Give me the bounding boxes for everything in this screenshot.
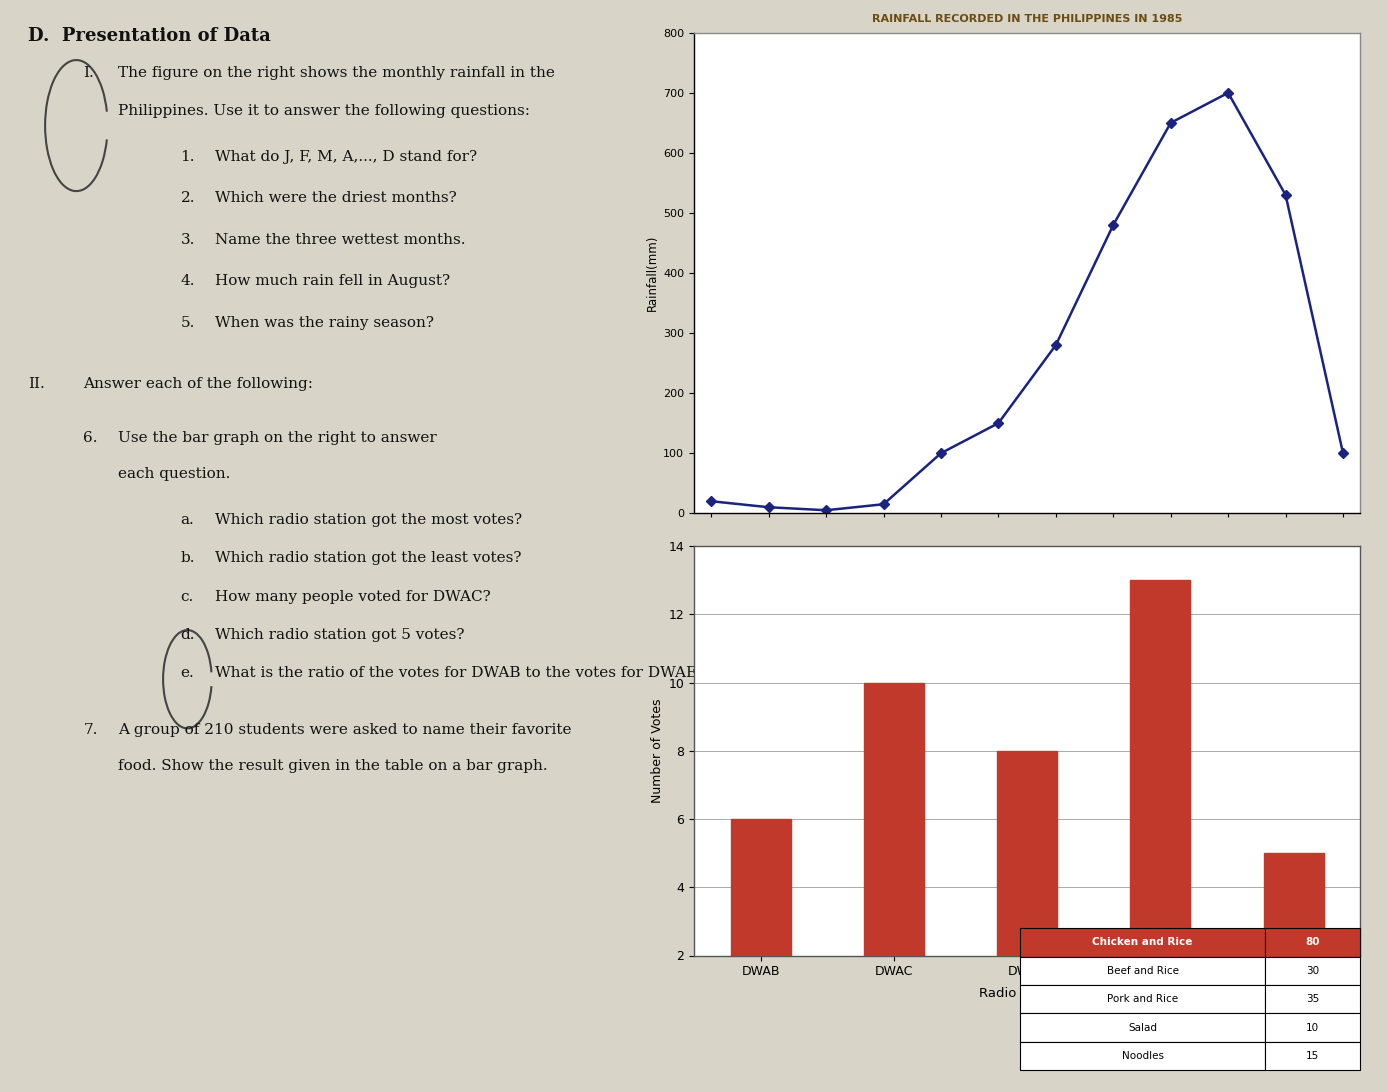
Text: p: p [880,592,887,602]
Bar [1020,957,1264,985]
Text: g: g [1110,629,1116,639]
Text: A: A [1110,554,1117,565]
Text: a: a [823,592,829,602]
Text: Chicken and Rice: Chicken and Rice [1092,937,1192,948]
Text: Use the bar graph on the right to answer: Use the bar graph on the right to answer [118,431,437,446]
Text: J: J [709,554,712,565]
Bar [1020,985,1264,1013]
Text: y: y [938,629,944,639]
Text: e.: e. [180,666,194,680]
Bar [1020,928,1264,957]
Text: a.: a. [180,513,194,527]
Bar [863,682,924,1024]
Text: r: r [824,629,829,639]
Text: food. Show the result given in the table on a bar graph.: food. Show the result given in the table… [118,759,548,773]
Text: c: c [1226,592,1231,602]
Text: What is the ratio of the votes for DWAB to the votes for DWAE?: What is the ratio of the votes for DWAB … [215,666,705,680]
Text: b.: b. [180,551,194,566]
Text: n: n [995,629,1002,639]
Text: Which were the driest months?: Which were the driest months? [215,191,457,205]
Text: 5.: 5. [180,316,194,330]
Text: 30: 30 [1306,965,1319,976]
Text: e: e [1167,592,1174,602]
Text: F: F [766,554,772,565]
Text: Philippines. Use it to answer the following questions:: Philippines. Use it to answer the follow… [118,104,530,118]
Text: A: A [880,554,887,565]
Text: 3.: 3. [180,233,194,247]
Text: D.  Presentation of Data: D. Presentation of Data [28,27,271,45]
Text: r: r [881,629,886,639]
Bar [1264,1042,1360,1070]
Text: J: J [1055,554,1058,565]
Y-axis label: Rainfall(mm): Rainfall(mm) [645,235,659,311]
Bar [1264,928,1360,957]
Text: 35: 35 [1306,994,1319,1005]
Bar [1264,957,1360,985]
Text: o: o [1283,592,1289,602]
Bar [1264,985,1360,1013]
Text: How many people voted for DWAC?: How many people voted for DWAC? [215,590,491,604]
Bar [730,819,791,1024]
Title: RAINFALL RECORDED IN THE PHILIPPINES IN 1985: RAINFALL RECORDED IN THE PHILIPPINES IN … [872,13,1183,24]
Text: N: N [1281,554,1289,565]
Text: d.: d. [180,628,194,642]
Text: S: S [1167,554,1174,565]
Text: 80: 80 [1305,937,1320,948]
Text: 4.: 4. [180,274,194,288]
Text: u: u [995,592,1002,602]
Text: When was the rainy season?: When was the rainy season? [215,316,434,330]
Text: Salad: Salad [1128,1022,1158,1033]
Text: c: c [1341,629,1346,639]
Text: The figure on the right shows the monthly rainfall in the: The figure on the right shows the monthl… [118,66,555,80]
Text: J: J [997,554,999,565]
Bar [1264,1013,1360,1042]
Bar [1263,853,1324,1024]
Text: Name the three wettest months.: Name the three wettest months. [215,233,465,247]
Text: D: D [1339,554,1346,565]
Text: 10: 10 [1306,1022,1319,1033]
Text: b: b [765,629,772,639]
Y-axis label: Number of Votes: Number of Votes [651,699,665,803]
Text: p: p [1167,629,1174,639]
Bar [1130,580,1191,1024]
Text: II.: II. [28,377,44,391]
Text: 15: 15 [1306,1051,1319,1061]
Bar [997,751,1058,1024]
Text: M: M [937,554,945,565]
Text: 6.: 6. [83,431,97,446]
Text: e: e [1339,592,1346,602]
Text: Which radio station got the least votes?: Which radio station got the least votes? [215,551,522,566]
Text: I.: I. [83,66,94,80]
Text: l: l [1055,629,1058,639]
Text: u: u [1110,592,1116,602]
Text: v: v [1283,629,1288,639]
Text: How much rain fell in August?: How much rain fell in August? [215,274,450,288]
Text: Answer each of the following:: Answer each of the following: [83,377,314,391]
Text: each question.: each question. [118,467,230,482]
Text: n: n [708,629,715,639]
Text: 7.: 7. [83,723,97,737]
Text: Which radio station got 5 votes?: Which radio station got 5 votes? [215,628,465,642]
Text: A group of 210 students were asked to name their favorite: A group of 210 students were asked to na… [118,723,572,737]
Text: t: t [1226,629,1230,639]
Bar [1020,1042,1264,1070]
Text: Noodles: Noodles [1122,1051,1163,1061]
Text: O: O [1224,554,1233,565]
Text: 2.: 2. [180,191,194,205]
Text: M: M [822,554,830,565]
Bar [1020,1013,1264,1042]
Text: e: e [765,592,772,602]
Text: c.: c. [180,590,194,604]
Text: u: u [1052,592,1059,602]
Text: Which radio station got the most votes?: Which radio station got the most votes? [215,513,522,527]
Text: What do J, F, M, A,..., D stand for?: What do J, F, M, A,..., D stand for? [215,150,477,164]
X-axis label: Radio Stations: Radio Stations [979,986,1076,999]
Text: Pork and Rice: Pork and Rice [1108,994,1178,1005]
Text: Beef and Rice: Beef and Rice [1106,965,1178,976]
Text: a: a [938,592,944,602]
Text: 1.: 1. [180,150,194,164]
Text: a: a [708,592,715,602]
